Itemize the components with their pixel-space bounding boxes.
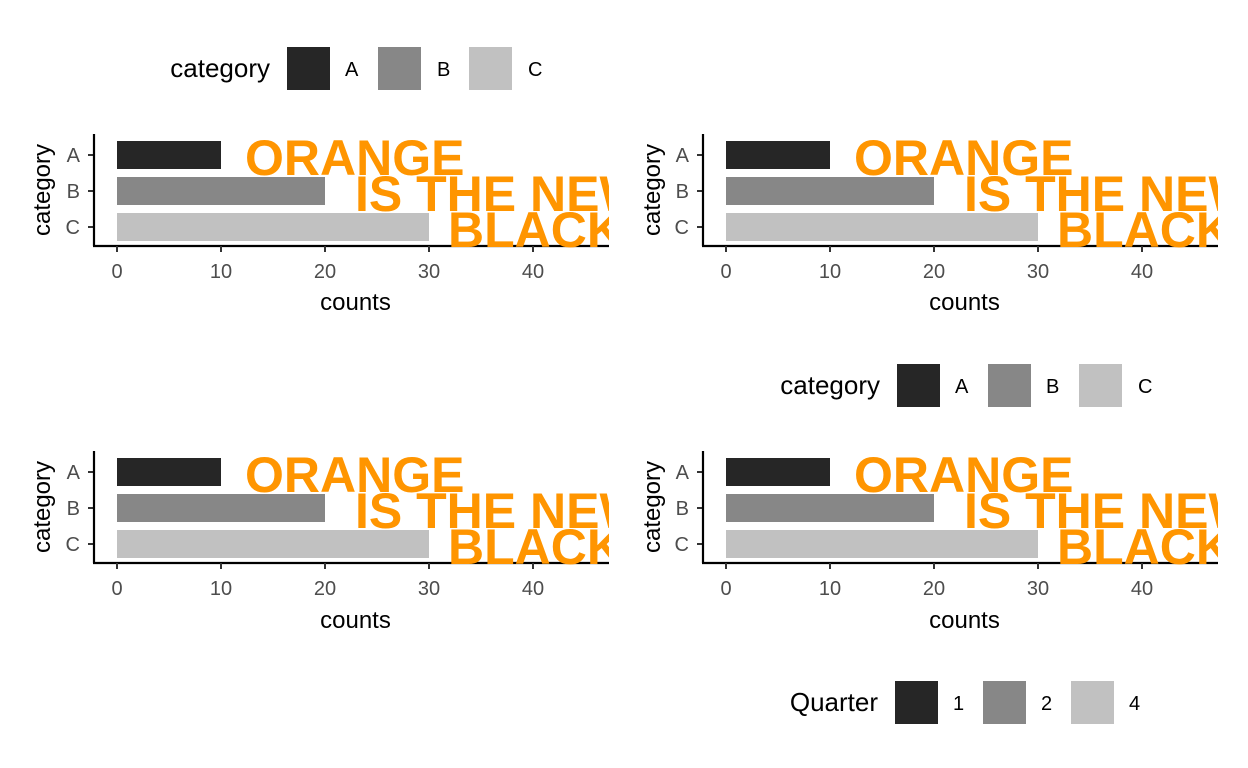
- x-tick-label: 10: [819, 261, 841, 283]
- legend-label: A: [345, 59, 359, 81]
- y-tick-label: A: [67, 462, 81, 484]
- y-tick-label: B: [676, 498, 689, 520]
- annotation-text: IS THE NEW: [355, 483, 647, 539]
- x-axis-title: counts: [320, 607, 391, 634]
- annotation-text: BLACK: [448, 202, 623, 258]
- bar-c: [726, 530, 1038, 558]
- x-tick-label: 20: [923, 578, 945, 600]
- x-tick-label: 10: [210, 261, 232, 283]
- y-tick-label: B: [676, 181, 689, 203]
- x-tick-label: 40: [1131, 261, 1153, 283]
- annotation-text: IS THE NEW: [964, 483, 1248, 539]
- y-tick-label: C: [675, 217, 689, 239]
- bar-b: [117, 177, 325, 205]
- y-tick-label: A: [67, 145, 81, 167]
- y-axis-title: category: [639, 144, 666, 236]
- legend-key: [897, 364, 940, 407]
- bar-c: [117, 530, 429, 558]
- legend-key: [378, 47, 421, 90]
- y-tick-label: B: [67, 498, 80, 520]
- bar-b: [726, 177, 934, 205]
- legend-title: category: [170, 53, 270, 83]
- legend-label: C: [1138, 376, 1152, 398]
- legend-1: category A B C: [170, 47, 542, 90]
- x-tick-label: 10: [210, 578, 232, 600]
- x-axis-title: counts: [320, 289, 391, 316]
- x-tick-label: 20: [923, 261, 945, 283]
- y-tick-label: C: [675, 534, 689, 556]
- x-tick-label: 30: [418, 578, 440, 600]
- legend-label: A: [955, 376, 969, 398]
- legend-key: [287, 47, 330, 90]
- x-tick-label: 30: [1027, 261, 1049, 283]
- legend-key: [895, 681, 938, 724]
- x-tick-label: 40: [522, 578, 544, 600]
- bar-b: [726, 494, 934, 522]
- x-tick-label: 30: [418, 261, 440, 283]
- legend-title: category: [780, 370, 880, 400]
- x-tick-label: 20: [314, 578, 336, 600]
- x-tick-label: 40: [1131, 578, 1153, 600]
- legend-label: C: [528, 59, 542, 81]
- y-axis-title: category: [29, 461, 56, 553]
- legend-key: [1071, 681, 1114, 724]
- legend-title: Quarter: [790, 687, 878, 717]
- annotation-text: ORANGE: [245, 447, 464, 503]
- x-axis-title: counts: [929, 289, 1000, 316]
- annotation-text: BLACK: [448, 519, 623, 575]
- legend-key: [1079, 364, 1122, 407]
- x-tick-label: 0: [111, 578, 122, 600]
- legend-label: 4: [1129, 693, 1140, 715]
- x-tick-label: 0: [111, 261, 122, 283]
- x-tick-label: 20: [314, 261, 336, 283]
- legend-label: 2: [1041, 693, 1052, 715]
- y-axis-title: category: [639, 461, 666, 553]
- legend-key: [469, 47, 512, 90]
- legend-key: [988, 364, 1031, 407]
- y-tick-label: A: [676, 462, 690, 484]
- legend-2: category A B C: [780, 364, 1152, 407]
- y-tick-label: C: [66, 534, 80, 556]
- legend-key: [983, 681, 1026, 724]
- annotation-text: BLACK: [1057, 202, 1232, 258]
- annotation-text: ORANGE: [245, 130, 464, 186]
- bar-a: [726, 458, 830, 486]
- y-tick-label: C: [66, 217, 80, 239]
- legend-label: B: [437, 59, 450, 81]
- y-tick-label: B: [67, 181, 80, 203]
- annotation-text: ORANGE: [854, 447, 1073, 503]
- bar-a: [117, 458, 221, 486]
- bar-a: [117, 141, 221, 169]
- y-tick-label: A: [676, 145, 690, 167]
- legend-label: B: [1046, 376, 1059, 398]
- annotation-text: ORANGE: [854, 130, 1073, 186]
- y-axis-title: category: [29, 144, 56, 236]
- x-tick-label: 30: [1027, 578, 1049, 600]
- x-tick-label: 40: [522, 261, 544, 283]
- annotation-text: BLACK: [1057, 519, 1232, 575]
- bar-a: [726, 141, 830, 169]
- annotation-text: IS THE NEW: [964, 166, 1248, 222]
- x-axis-title: counts: [929, 607, 1000, 634]
- legend-label: 1: [953, 693, 964, 715]
- bar-b: [117, 494, 325, 522]
- bar-c: [117, 213, 429, 241]
- x-tick-label: 0: [720, 261, 731, 283]
- x-tick-label: 0: [720, 578, 731, 600]
- x-tick-label: 10: [819, 578, 841, 600]
- bar-c: [726, 213, 1038, 241]
- legend-4: Quarter 1 2 4: [790, 681, 1140, 724]
- annotation-text: IS THE NEW: [355, 166, 647, 222]
